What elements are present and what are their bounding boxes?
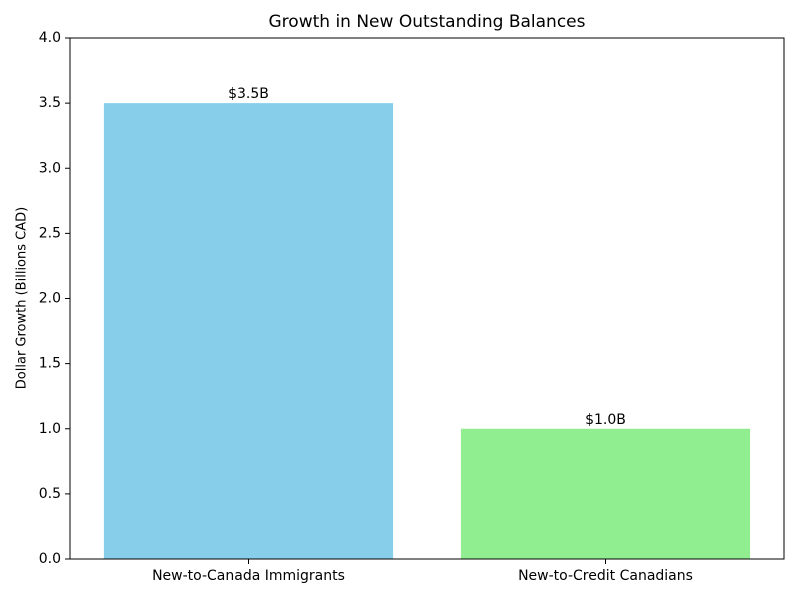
y-tick-label: 3.5 xyxy=(39,95,61,111)
y-axis-label: Dollar Growth (Billions CAD) xyxy=(15,207,30,389)
x-tick-label: New-to-Canada Immigrants xyxy=(152,568,345,584)
plot-frame xyxy=(69,37,785,560)
bar xyxy=(460,428,751,559)
y-tick-label: 0.5 xyxy=(39,486,61,502)
y-tick-label: 0.0 xyxy=(39,551,61,567)
y-tick-label: 1.5 xyxy=(39,356,61,372)
chart-title: Growth in New Outstanding Balances xyxy=(269,12,586,32)
y-tick-label: 1.0 xyxy=(39,421,61,437)
y-tick-label: 2.5 xyxy=(39,225,61,241)
y-tick-label: 3.0 xyxy=(39,160,61,176)
value-label: $1.0B xyxy=(585,412,626,428)
y-tick-label: 2.0 xyxy=(39,291,61,307)
x-tick-label: New-to-Credit Canadians xyxy=(518,568,693,584)
bar xyxy=(103,103,394,559)
y-tick-label: 4.0 xyxy=(39,30,61,46)
value-label: $3.5B xyxy=(228,86,269,102)
